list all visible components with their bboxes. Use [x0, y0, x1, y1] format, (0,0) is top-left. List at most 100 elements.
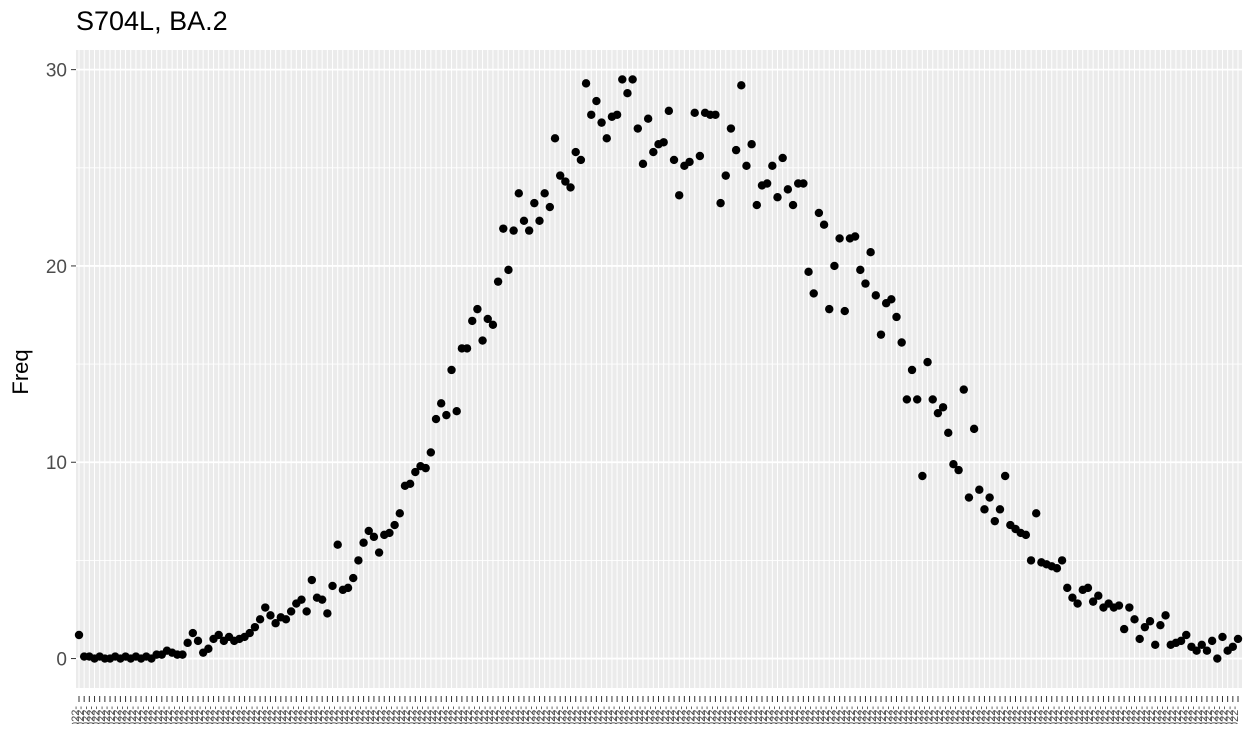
data-point [493, 277, 503, 286]
data-point [364, 526, 373, 536]
data-point [323, 609, 332, 618]
data-point [255, 615, 265, 624]
x-tick-label: 2022- [111, 706, 123, 724]
x-tick-label: 2022- [515, 706, 527, 724]
x-tick-label: 2022- [774, 706, 786, 724]
x-tick-label: 2022- [825, 706, 837, 724]
x-tick-label: 2022- [572, 706, 584, 724]
x-tick-label: 2022- [908, 706, 920, 724]
x-tick-label: 2022- [479, 706, 491, 724]
data-point [612, 110, 622, 119]
data-point [623, 88, 632, 98]
data-point [659, 138, 668, 147]
x-tick-label: 2022- [205, 706, 217, 724]
x-tick-label: 2022- [246, 706, 258, 724]
x-tick-label: 2022- [230, 706, 242, 724]
x-tick-label: 2022- [1084, 706, 1096, 724]
x-tick-label: 2022- [624, 706, 636, 724]
data-point [928, 395, 937, 404]
data-point [431, 414, 441, 424]
x-tick-label: 2022- [779, 706, 791, 724]
y-tick-label: 10 [46, 453, 67, 474]
x-tick-label: 2022- [142, 706, 154, 724]
x-tick-label: 2022- [282, 706, 294, 724]
data-point [897, 338, 906, 347]
data-point [959, 385, 968, 394]
x-tick-label: 2022- [179, 706, 191, 724]
x-tick-label: 2022- [261, 706, 273, 724]
x-tick-label: 2022- [210, 706, 222, 724]
x-tick-label: 2022- [375, 706, 387, 724]
chart-title: S704L, BA.2 [76, 6, 228, 36]
x-tick-label: 2022- [1063, 706, 1075, 724]
x-tick-label: 2022- [132, 706, 144, 724]
data-point [286, 607, 296, 616]
x-tick-label: 2022- [437, 706, 449, 724]
x-tick-label: 2022- [794, 706, 806, 724]
data-point [524, 226, 534, 235]
x-tick-label: 2022- [655, 706, 667, 724]
x-tick-label: 2022- [417, 706, 429, 724]
x-tick-label: 2022- [334, 706, 346, 724]
x-tick-label: 2022- [743, 706, 755, 724]
data-point [509, 226, 518, 235]
data-point [1068, 593, 1077, 602]
data-point [250, 622, 260, 632]
data-point [907, 365, 917, 375]
data-point [954, 465, 963, 475]
x-tick-label: 2022- [758, 706, 770, 724]
x-tick-label: 2022- [318, 706, 330, 724]
x-tick-label: 2022- [137, 706, 149, 724]
data-point [1197, 640, 1206, 650]
x-tick-label: 2022- [618, 706, 630, 724]
data-point [349, 573, 358, 583]
x-tick-label: 2022- [1058, 706, 1070, 724]
x-tick-label: 2022- [277, 706, 289, 724]
data-point [266, 611, 275, 620]
x-tick-label: 2022- [706, 706, 718, 724]
x-tick-label: 2022- [365, 706, 377, 724]
data-point [374, 548, 384, 557]
x-tick-label: 2022- [422, 706, 434, 724]
x-tick-label: 2022- [934, 706, 946, 724]
x-tick-label: 2022- [960, 706, 972, 724]
data-point [178, 650, 187, 659]
x-tick-label: 2022- [1022, 706, 1034, 724]
data-point [571, 147, 580, 157]
data-point [462, 344, 472, 353]
x-tick-label: 2022- [525, 706, 537, 724]
x-tick-label: 2022- [1136, 706, 1148, 724]
x-tick-label: 2022- [582, 706, 594, 724]
x-tick-label: 2022- [577, 706, 589, 724]
data-point [426, 448, 436, 457]
x-tick-label: 2022- [924, 706, 936, 724]
x-tick-label: 2022- [1105, 706, 1117, 724]
x-tick-label: 2022- [1151, 706, 1163, 724]
x-tick-label: 2022- [117, 706, 129, 724]
x-tick-label: 2022- [236, 706, 248, 724]
data-point [385, 528, 394, 538]
x-tick-label: 2022- [189, 706, 201, 724]
x-tick-label: 2022- [965, 706, 977, 724]
x-tick-label: 2022- [800, 706, 812, 724]
data-point [488, 320, 498, 330]
x-tick-label: 2022- [551, 706, 563, 724]
data-point [1094, 591, 1103, 600]
x-tick-label: 2022- [127, 706, 139, 724]
x-tick-label: 2022- [70, 706, 82, 724]
x-tick-label: 2022- [701, 706, 713, 724]
data-point [876, 330, 886, 339]
x-gridlines [78, 50, 1239, 688]
data-point [343, 583, 353, 593]
data-point [540, 189, 549, 198]
data-point [809, 289, 818, 298]
data-point [695, 151, 705, 161]
x-tick-label: 2022- [406, 706, 418, 724]
x-tick-label: 2022- [603, 706, 615, 724]
data-point [602, 134, 611, 143]
x-tick-label: 2022- [970, 706, 982, 724]
x-tick-label: 2022- [712, 706, 724, 724]
x-tick-label: 2022- [629, 706, 641, 724]
x-tick-label: 2022- [530, 706, 542, 724]
